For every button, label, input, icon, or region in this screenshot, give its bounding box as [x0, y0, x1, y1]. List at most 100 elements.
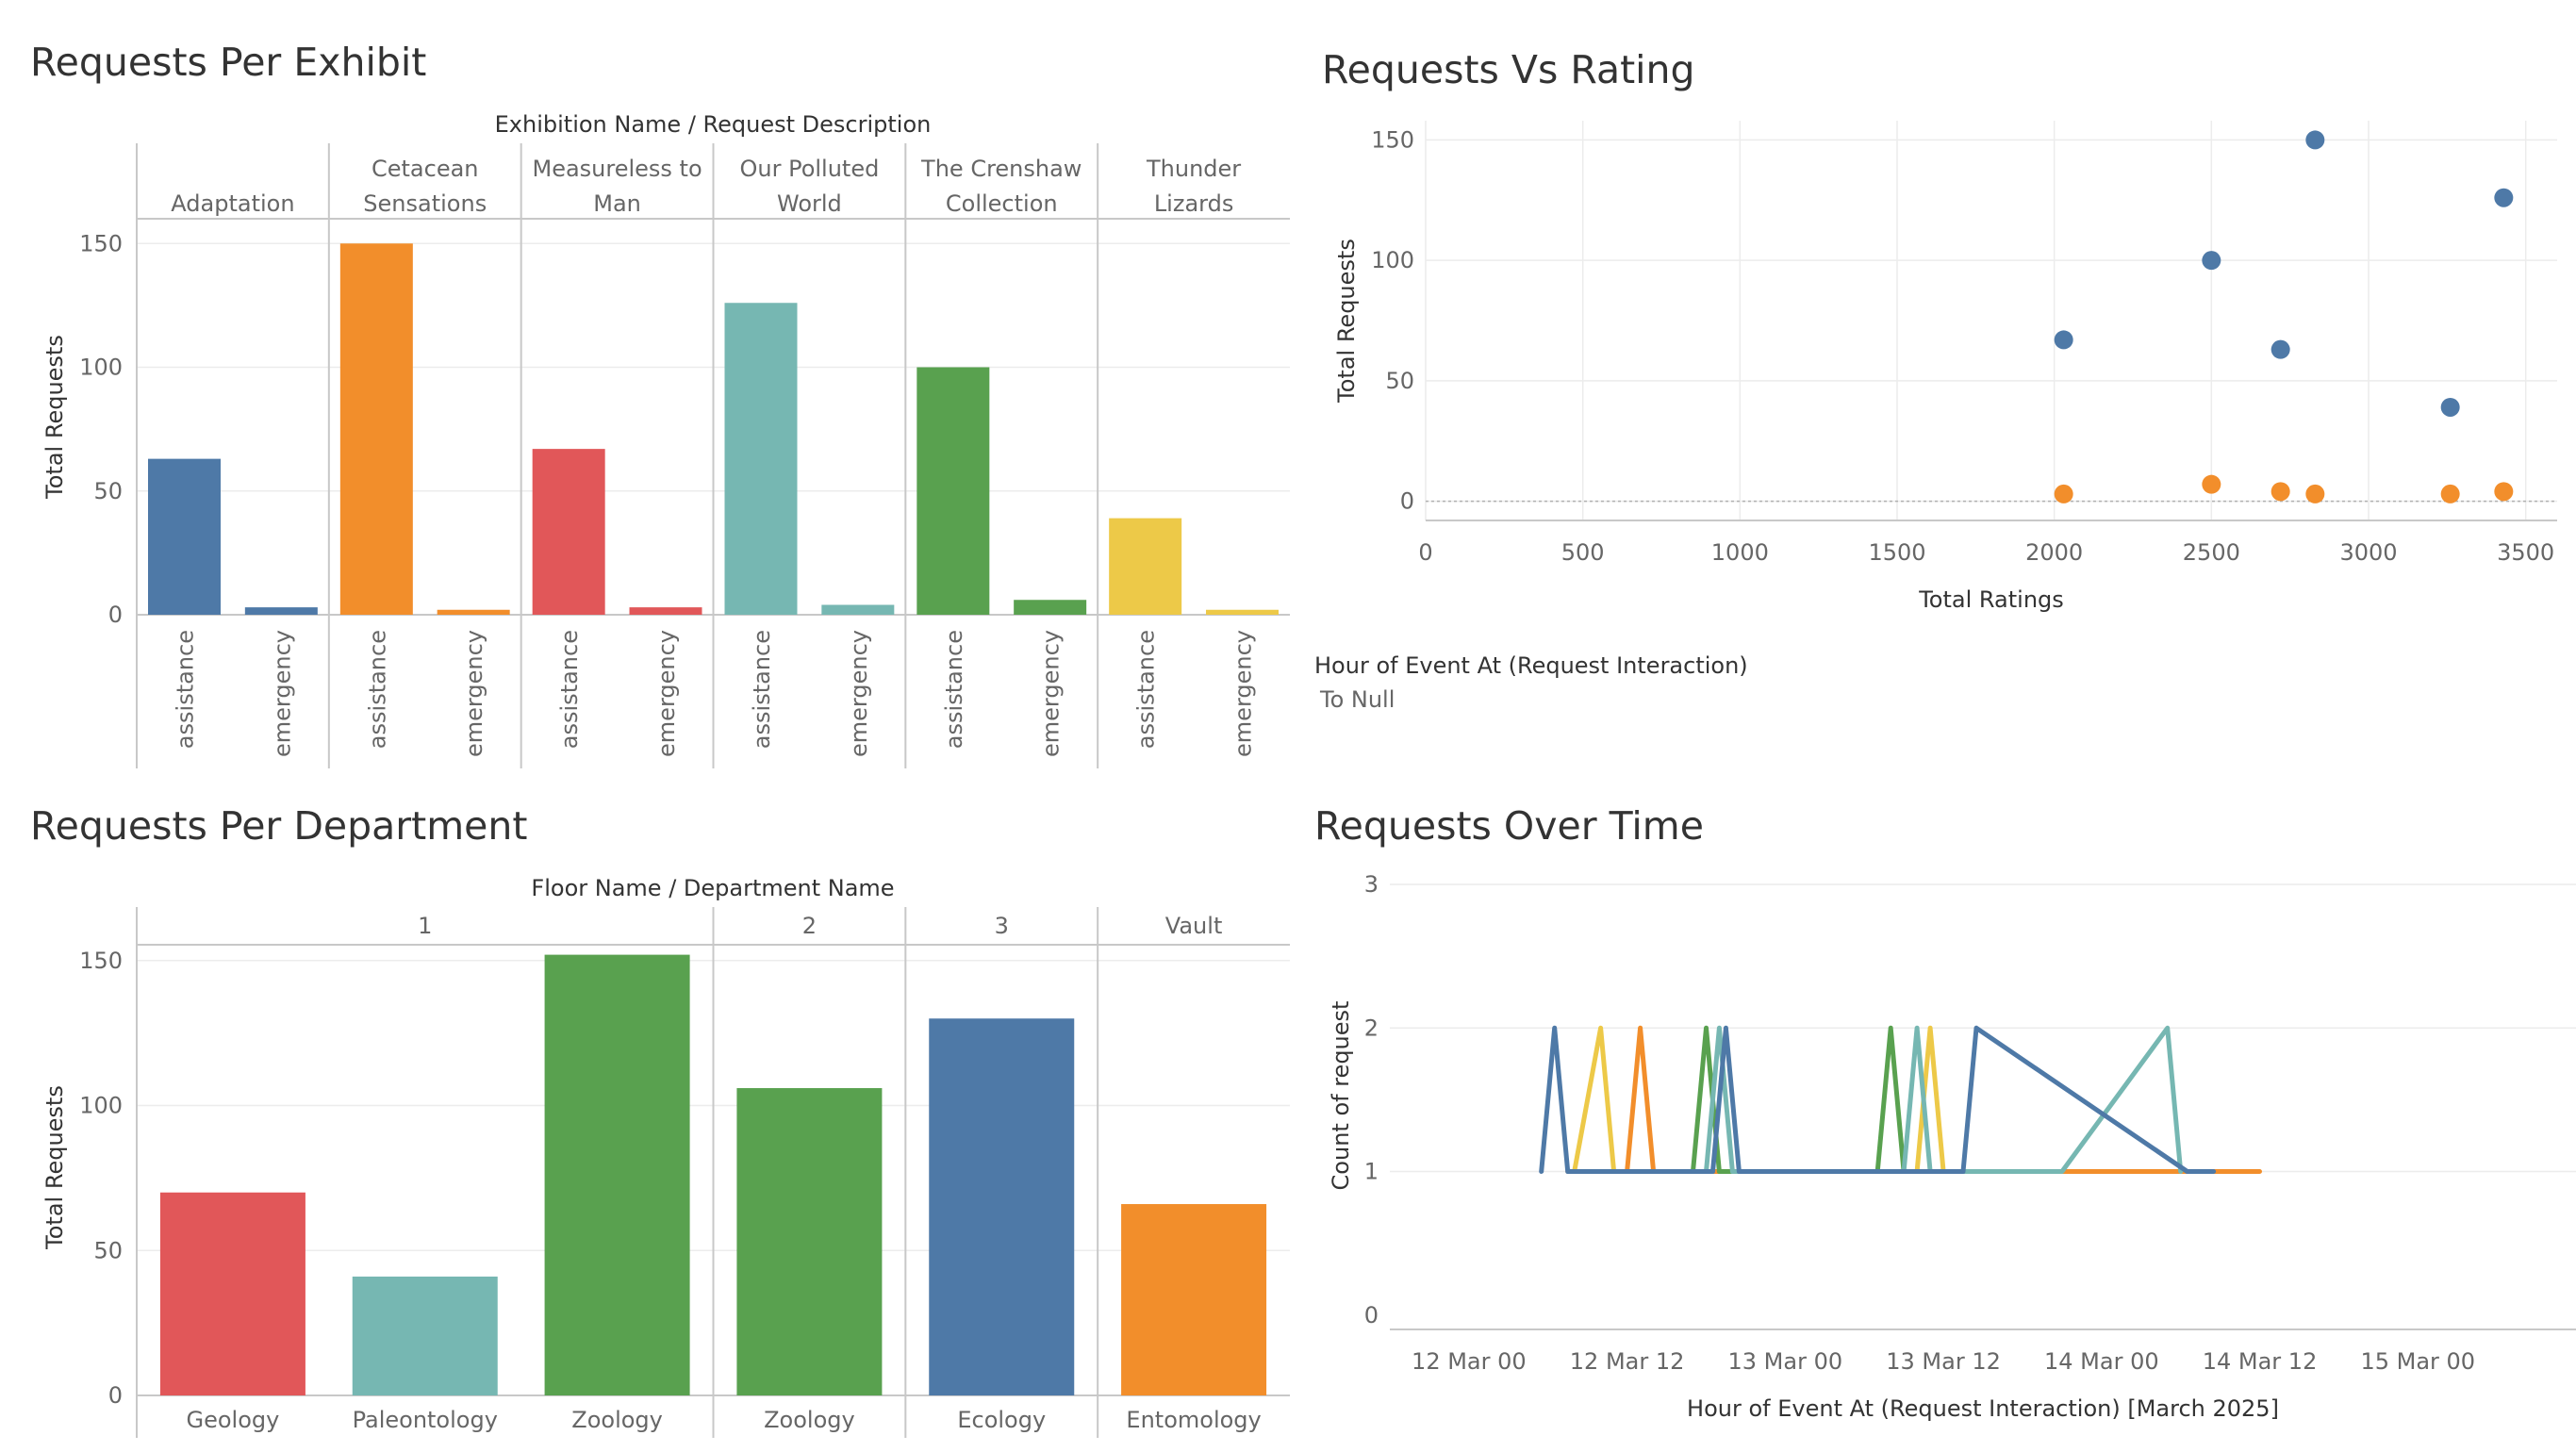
- category-label: assistance: [556, 630, 583, 749]
- series-line: [1539, 1025, 2217, 1174]
- x-axis-label: Total Ratings: [1918, 586, 2064, 613]
- chart-title: Requests Over Time: [1314, 803, 1704, 849]
- bar-emergency: [821, 604, 895, 615]
- bar-emergency: [244, 607, 318, 615]
- requests-over-time-chart: Requests Over Time 0 1 2 3 12 Mar 00 12 Mar 12…: [1314, 803, 2576, 1422]
- chart-title: Requests Vs Rating: [1322, 47, 1695, 92]
- scatter-point: [2440, 397, 2460, 417]
- exhibit-header-line: Cetacean: [372, 156, 479, 182]
- y-axis-label: Count of request: [1328, 1001, 1354, 1191]
- x-tick-label: 3500: [2497, 539, 2554, 566]
- bar-geology: [159, 1192, 305, 1395]
- exhibit-header-line: World: [777, 190, 842, 217]
- category-label: emergency: [1038, 630, 1065, 757]
- scatter-point: [2271, 482, 2290, 502]
- y-tick-label: 50: [93, 478, 123, 504]
- x-tick-label: 1000: [1711, 539, 1769, 566]
- exhibit-header-line: Collection: [946, 190, 1058, 217]
- x-tick-label: 1500: [1868, 539, 1925, 566]
- department-label: Entomology: [1126, 1407, 1261, 1433]
- y-tick-label: 0: [1364, 1302, 1379, 1328]
- department-label: Ecology: [957, 1407, 1046, 1433]
- department-label: Paleontology: [353, 1407, 498, 1433]
- category-label: assistance: [941, 630, 967, 749]
- floor-header: 1: [418, 913, 432, 939]
- exhibit-header: The Crenshaw Collection: [920, 156, 1082, 217]
- department-label: Zoology: [571, 1407, 663, 1433]
- category-label: emergency: [1230, 630, 1257, 757]
- bar-paleontology: [352, 1276, 498, 1395]
- y-axis-label: Total Requests: [1333, 239, 1360, 404]
- exhibit-header-line: Measureless to: [532, 156, 702, 182]
- x-tick-label: 0: [1418, 539, 1432, 566]
- exhibit-header: Adaptation: [171, 190, 294, 217]
- bar-zoology: [544, 954, 690, 1395]
- category-label: assistance: [749, 630, 775, 749]
- filter-value: To Null: [1319, 686, 1395, 713]
- bar-entomology: [1121, 1204, 1267, 1395]
- floor-header: 2: [802, 913, 817, 939]
- y-tick-label: 100: [1371, 247, 1414, 273]
- floor-header: 3: [995, 913, 1009, 939]
- floor-header: Vault: [1165, 913, 1223, 939]
- scatter-point: [2202, 251, 2221, 271]
- scatter-point: [2054, 330, 2073, 350]
- chart-title: Requests Per Department: [30, 803, 527, 849]
- bar-emergency: [437, 609, 510, 615]
- y-tick-label: 0: [108, 1382, 123, 1409]
- exhibit-header-line: Thunder: [1146, 156, 1241, 182]
- exhibit-header-line: The Crenshaw: [920, 156, 1082, 182]
- exhibit-header: Cetacean Sensations: [363, 156, 487, 217]
- department-label: Geology: [186, 1407, 279, 1433]
- y-tick-label: 100: [79, 355, 123, 381]
- bar-emergency: [629, 607, 702, 615]
- x-tick-label: 2000: [2025, 539, 2083, 566]
- scatter-point: [2054, 484, 2073, 503]
- bar-zoology: [736, 1088, 883, 1395]
- scatter-point: [2305, 484, 2325, 503]
- department-label: Zoology: [764, 1407, 855, 1433]
- bar-emergency: [1206, 609, 1279, 615]
- exhibit-header-line: Lizards: [1154, 190, 1234, 217]
- y-tick-label: 150: [79, 230, 123, 256]
- x-tick-label: 500: [1561, 539, 1605, 566]
- bar-assistance: [148, 458, 221, 615]
- category-label: emergency: [846, 630, 872, 757]
- y-tick-label: 50: [1385, 368, 1414, 394]
- column-header: Floor Name / Department Name: [531, 875, 894, 901]
- exhibit-header: Measureless to Man: [532, 156, 702, 217]
- category-label: emergency: [461, 630, 487, 757]
- exhibit-header-line: Adaptation: [171, 190, 294, 217]
- y-tick-label: 50: [93, 1237, 123, 1263]
- x-tick-label: 13 Mar 00: [1728, 1348, 1843, 1375]
- scatter-point: [2494, 188, 2514, 207]
- column-header: Exhibition Name / Request Description: [495, 111, 932, 138]
- scatter-point: [2305, 130, 2325, 150]
- x-tick-label: 12 Mar 12: [1570, 1348, 1685, 1375]
- x-tick-label: 13 Mar 12: [1886, 1348, 2001, 1375]
- category-label: emergency: [269, 630, 295, 757]
- exhibit-header: Our Polluted World: [739, 156, 879, 217]
- bar-assistance: [532, 449, 605, 615]
- y-tick-label: 100: [79, 1093, 123, 1119]
- scatter-point: [2440, 484, 2460, 503]
- exhibit-header-line: Sensations: [363, 190, 487, 217]
- bar-emergency: [1014, 600, 1087, 615]
- exhibit-header: Thunder Lizards: [1146, 156, 1241, 217]
- x-tick-label: 3000: [2339, 539, 2397, 566]
- bar-assistance: [916, 367, 990, 615]
- scatter-point: [2494, 482, 2514, 502]
- x-axis-label: Hour of Event At (Request Interaction) […: [1687, 1395, 2279, 1422]
- filter-title: Hour of Event At (Request Interaction): [1314, 652, 1748, 679]
- scatter-point: [2271, 339, 2290, 359]
- x-tick-label: 14 Mar 12: [2203, 1348, 2318, 1375]
- y-tick-label: 150: [1371, 126, 1414, 153]
- y-axis-label: Total Requests: [41, 335, 68, 500]
- y-tick-label: 3: [1364, 871, 1379, 898]
- category-label: assistance: [364, 630, 390, 749]
- y-tick-label: 1: [1364, 1159, 1379, 1185]
- y-tick-label: 0: [1400, 488, 1414, 515]
- requests-per-exhibit-chart: Requests Per Exhibit Exhibition Name / Re…: [30, 40, 1290, 768]
- y-axis-label: Total Requests: [41, 1085, 68, 1250]
